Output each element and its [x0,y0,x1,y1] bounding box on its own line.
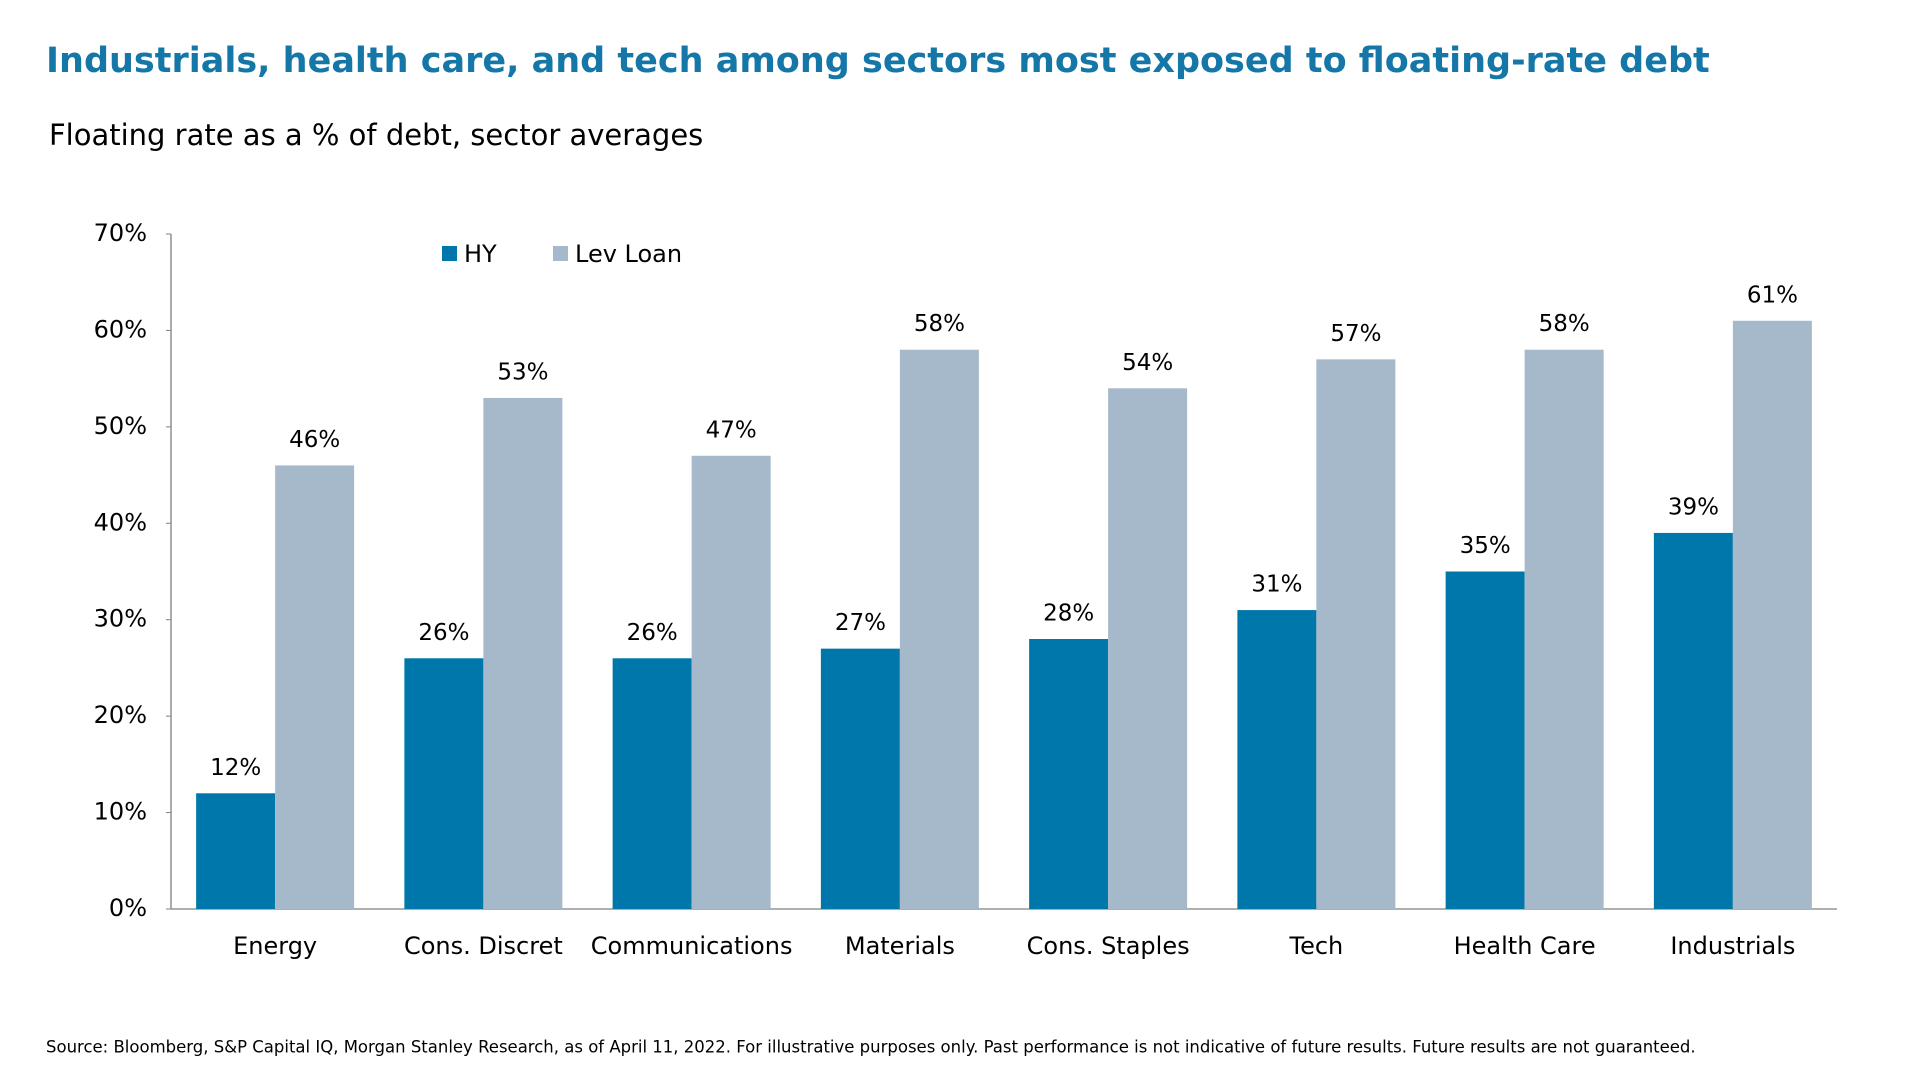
chart-subtitle: Floating rate as a % of debt, sector ave… [49,118,703,152]
bar [1524,349,1604,909]
data-label: 57% [1330,321,1381,347]
chart-title: Industrials, health care, and tech among… [46,41,1710,81]
data-label: 28% [1043,601,1094,627]
x-tick-label: Industrials [1670,932,1795,960]
bar [820,648,900,909]
x-tick-label: Health Care [1454,932,1596,960]
data-label: 27% [835,610,886,636]
data-label: 39% [1668,494,1719,520]
bar [275,465,355,909]
y-tick-label: 0% [109,894,147,922]
x-tick-label: Communications [591,932,793,960]
bar [1732,320,1812,909]
bar [483,397,563,909]
data-label: 58% [914,311,965,337]
y-tick-label: 10% [94,798,147,826]
x-tick-label: Energy [233,932,317,960]
bar [612,658,692,909]
data-label: 47% [706,417,757,443]
bar [1108,388,1188,909]
bar [196,793,276,909]
x-tick-label: Cons. Staples [1027,932,1190,960]
y-tick-label: 70% [94,219,147,247]
y-tick-label: 50% [94,412,147,440]
legend-label: Lev Loan [575,240,682,268]
data-label: 26% [418,620,469,646]
x-tick-label: Tech [1288,932,1343,960]
bar [899,349,979,909]
data-label: 31% [1251,572,1302,598]
bar [691,455,771,909]
data-label: 26% [627,620,678,646]
data-label: 54% [1122,350,1173,376]
legend-swatch [442,246,457,261]
data-label: 53% [497,359,548,385]
y-tick-label: 30% [94,605,147,633]
data-label: 46% [289,427,340,453]
data-label: 58% [1539,311,1590,337]
y-tick-label: 20% [94,701,147,729]
bar [1316,359,1396,909]
bar [1237,610,1317,909]
data-label: 12% [210,755,261,781]
bar [1029,639,1109,909]
source-note: Source: Bloomberg, S&P Capital IQ, Morga… [46,1038,1696,1057]
x-tick-label: Cons. Discret [404,932,563,960]
bar [1653,532,1733,909]
data-label: 61% [1747,282,1798,308]
legend-label: HY [464,240,497,268]
y-tick-label: 40% [94,508,147,536]
x-tick-label: Materials [845,932,955,960]
y-tick-label: 60% [94,315,147,343]
data-label: 35% [1460,533,1511,559]
bar [404,658,484,909]
bar [1445,571,1525,909]
legend-swatch [553,246,568,261]
